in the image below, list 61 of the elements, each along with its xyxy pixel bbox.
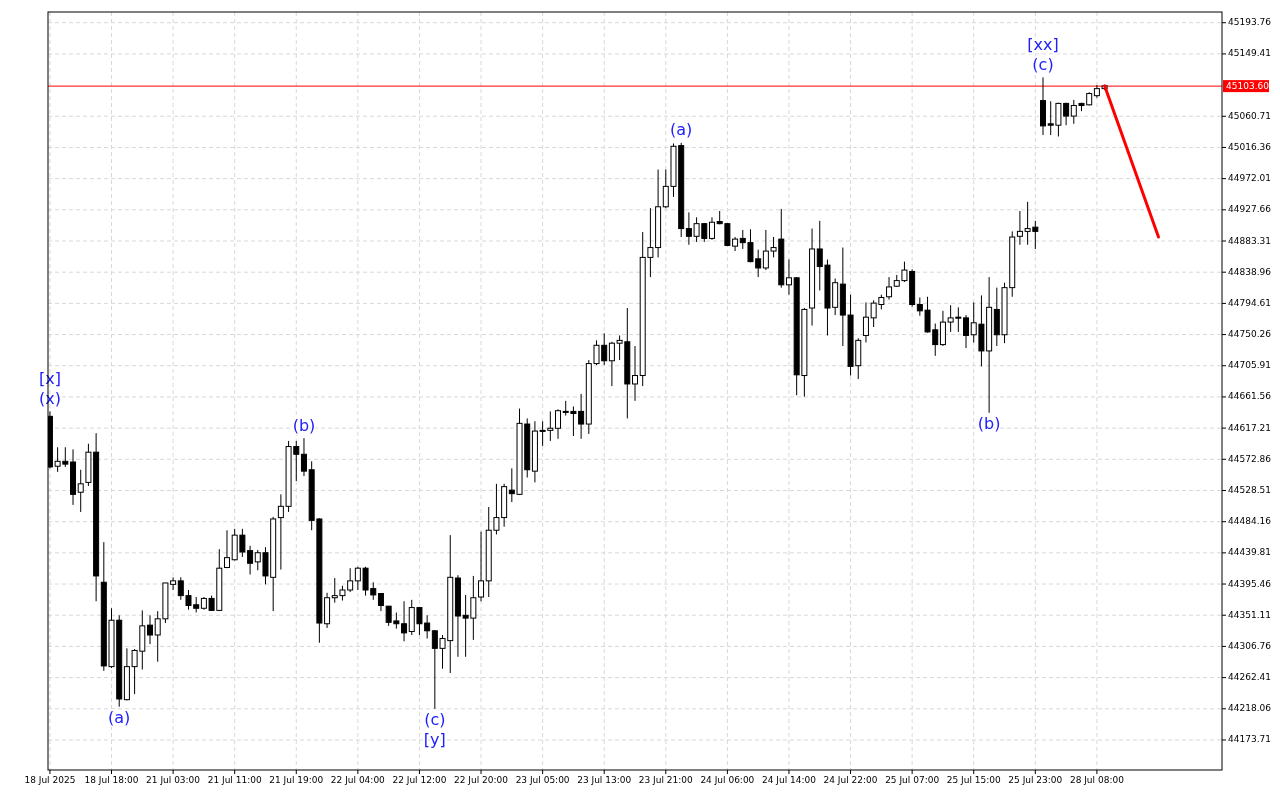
y-tick-label: 44972.01 — [1228, 173, 1271, 184]
annotation: (c) — [424, 710, 446, 730]
candlestick — [886, 276, 893, 301]
annotation: (a) — [670, 120, 693, 140]
x-tick-label: 24 Jul 14:00 — [761, 775, 817, 785]
y-tick-label: 44351.11 — [1228, 609, 1271, 620]
x-tick-label: 22 Jul 20:00 — [454, 775, 509, 785]
x-tick-label: 24 Jul 06:00 — [700, 775, 755, 785]
y-tick-label: 45193.76 — [1228, 17, 1272, 28]
x-tick-label: 22 Jul 12:00 — [392, 775, 447, 785]
annotation: (b) — [292, 415, 316, 435]
x-tick-label: 22 Jul 04:00 — [330, 775, 386, 785]
annotation: (c) — [1032, 54, 1054, 74]
y-tick-label: 44528.51 — [1228, 484, 1271, 495]
annotation: [xx] — [1027, 34, 1059, 54]
annotation: [y] — [423, 730, 446, 750]
x-tick-label: 18 Jul 18:00 — [84, 775, 139, 785]
y-tick-label: 44750.26 — [1228, 329, 1272, 340]
x-tick-label: 25 Jul 07:00 — [885, 775, 940, 785]
candlestick — [223, 529, 230, 569]
y-tick-label: 44838.96 — [1228, 266, 1272, 277]
candlestick — [963, 314, 970, 349]
candlestick — [300, 437, 307, 477]
x-tick-label: 25 Jul 23:00 — [1008, 775, 1063, 785]
candlestick — [77, 469, 84, 513]
x-tick-label: 23 Jul 21:00 — [638, 775, 694, 785]
y-tick-label: 45016.36 — [1228, 141, 1272, 152]
y-tick-label: 44883.31 — [1228, 235, 1271, 246]
candlestick — [147, 614, 153, 645]
y-tick-label: 44262.41 — [1228, 672, 1271, 683]
y-tick-label: 44484.16 — [1228, 516, 1272, 527]
candlestick — [632, 345, 638, 402]
y-tick-label: 44705.91 — [1228, 360, 1271, 371]
y-tick-label: 44306.76 — [1228, 640, 1272, 651]
x-tick-label: 21 Jul 03:00 — [146, 775, 201, 785]
x-tick-label: 24 Jul 22:00 — [823, 775, 878, 785]
y-tick-label: 44439.81 — [1228, 547, 1271, 558]
x-tick-label: 18 Jul 2025 — [24, 775, 76, 785]
annotation: (b) — [977, 414, 1001, 434]
candlestick — [708, 216, 715, 241]
annotation: (a) — [108, 708, 131, 728]
candlestick — [478, 531, 485, 602]
y-tick-label: 45149.41 — [1228, 48, 1271, 59]
x-tick-label: 21 Jul 19:00 — [269, 775, 324, 785]
x-tick-label: 25 Jul 15:00 — [946, 775, 1001, 785]
y-tick-label: 44572.86 — [1228, 453, 1272, 464]
y-tick-label: 44617.21 — [1228, 422, 1271, 433]
candlestick — [785, 259, 792, 296]
candlestick — [555, 408, 562, 440]
x-tick-label: 21 Jul 11:00 — [207, 775, 262, 785]
x-tick-label: 23 Jul 13:00 — [577, 775, 632, 785]
x-tick-label: 23 Jul 05:00 — [515, 775, 570, 785]
y-tick-label: 44173.71 — [1228, 734, 1271, 745]
y-tick-label: 44395.46 — [1228, 578, 1272, 589]
y-tick-label: 44218.06 — [1228, 703, 1272, 714]
y-tick-label: 44927.66 — [1228, 204, 1272, 215]
x-tick-label: 28 Jul 08:00 — [1069, 775, 1125, 785]
y-tick-label: 44794.61 — [1228, 297, 1271, 308]
y-tick-label: 44661.56 — [1228, 391, 1272, 402]
ref-line-label: 45103.60 — [1226, 80, 1270, 91]
y-tick-label: 45060.71 — [1228, 110, 1271, 121]
